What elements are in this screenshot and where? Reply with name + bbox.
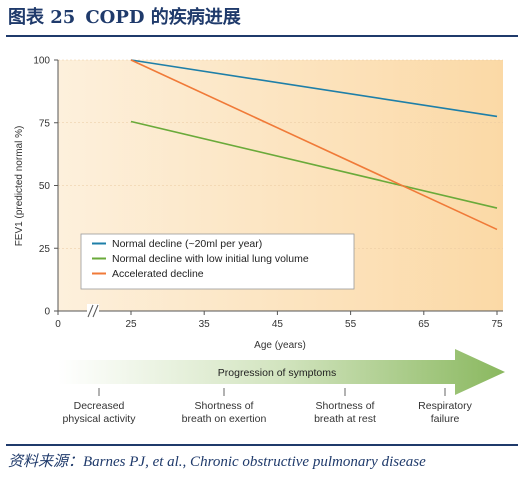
y-tick-label: 0 xyxy=(44,307,50,318)
x-tick-label: 45 xyxy=(272,319,284,330)
x-ticks: 0 25 35 45 55 65 75 xyxy=(55,311,503,330)
series-line-2 xyxy=(130,120,498,209)
source-rule xyxy=(6,444,518,446)
x-tick-label: 65 xyxy=(418,319,430,330)
series-lines xyxy=(130,59,498,231)
x-axis-label: Age (years) xyxy=(254,340,306,351)
x-tick-label: 25 xyxy=(125,319,137,330)
stage-label-1: physical activity xyxy=(63,413,137,425)
x-tick-label: 75 xyxy=(491,319,503,330)
source-note: 资料来源：Barnes PJ, et al., Chronic obstruct… xyxy=(8,454,426,470)
stage-label-1: Decreased xyxy=(74,400,125,412)
y-tick-label: 50 xyxy=(39,181,51,192)
stage-label-4: failure xyxy=(431,413,460,425)
axis-break-mark xyxy=(87,304,99,318)
figure-label: 图表 25 xyxy=(8,7,76,28)
y-tick-label: 100 xyxy=(33,56,50,67)
stage-label-2: Shortness of xyxy=(195,400,254,412)
stage-label-3: breath at rest xyxy=(314,413,376,425)
y-axis-label: FEV1 (predicted normal %) xyxy=(14,126,25,247)
series-line-1 xyxy=(130,59,498,118)
figure-title-text: COPD 的疾病进展 xyxy=(85,7,241,28)
figure-title: 图表 25 COPD 的疾病进展 xyxy=(8,4,251,32)
x-tick-label: 35 xyxy=(199,319,211,330)
stage-label-4: Respiratory xyxy=(418,400,472,412)
stage-label-2: breath on exertion xyxy=(182,413,267,425)
progression-arrow xyxy=(58,349,505,395)
x-tick-label: 55 xyxy=(345,319,357,330)
progression-title: Progression of symptoms xyxy=(218,367,336,379)
stage-label-3: Shortness of xyxy=(316,400,375,412)
y-ticks: 0 25 50 75 100 xyxy=(33,56,58,318)
x-tick-label: 0 xyxy=(55,319,61,330)
legend-box xyxy=(80,233,355,290)
title-rule xyxy=(6,35,518,37)
legend: Normal decline (~20ml per year) Normal de… xyxy=(80,233,355,290)
y-tick-label: 25 xyxy=(39,244,51,255)
legend-label-2: Normal decline with low initial lung vol… xyxy=(112,253,309,265)
series-line-3 xyxy=(130,59,498,231)
copd-chart: 0 25 50 75 100 0 25 35 45 55 65 75 FEV1 (predicted… xyxy=(14,56,505,425)
legend-label-3: Accelerated decline xyxy=(112,268,204,280)
legend-label-1: Normal decline (~20ml per year) xyxy=(112,238,262,250)
y-tick-label: 75 xyxy=(39,118,51,129)
